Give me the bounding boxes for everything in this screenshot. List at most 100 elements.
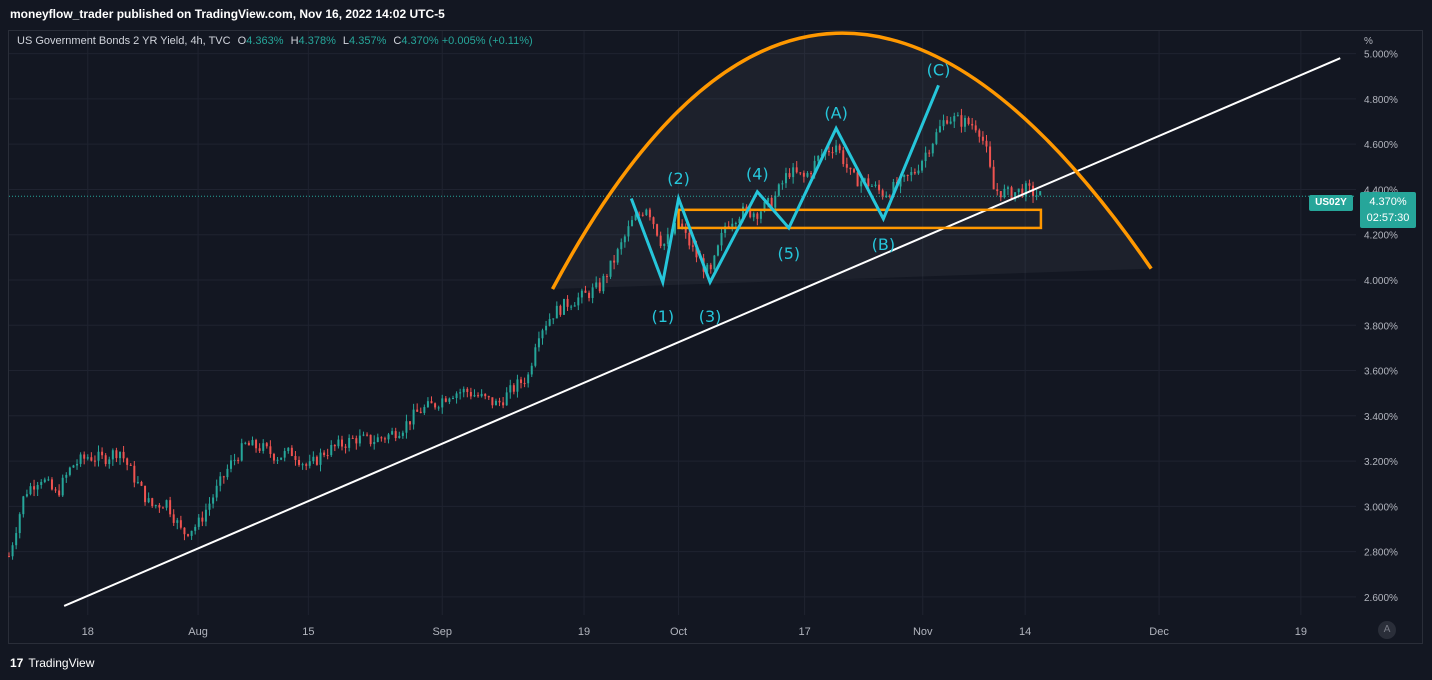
- candle-body: [906, 174, 909, 176]
- candle-body: [50, 479, 53, 490]
- candle-body: [530, 365, 533, 375]
- candle-body: [716, 245, 719, 256]
- candle-body: [416, 409, 419, 412]
- candle-body: [580, 290, 583, 298]
- candle-body: [76, 463, 79, 466]
- candle-body: [319, 452, 322, 465]
- candle-body: [767, 197, 770, 202]
- candle-body: [512, 385, 515, 392]
- candle-body: [190, 530, 193, 536]
- candle-body: [491, 397, 494, 406]
- candle-body: [183, 527, 186, 535]
- last-price-label: 4.370% 02:57:30: [1360, 192, 1416, 228]
- candle-body: [938, 126, 941, 133]
- candle-body: [351, 437, 354, 439]
- candle-body: [480, 393, 483, 397]
- candle-body: [111, 450, 114, 460]
- footer: 17 TradingView: [0, 648, 1432, 680]
- candle-body: [595, 282, 598, 288]
- candle-body: [634, 214, 637, 221]
- candle-body: [591, 287, 594, 298]
- candle-body: [502, 402, 505, 406]
- candle-body: [165, 500, 168, 508]
- candle-body: [469, 392, 472, 397]
- candle-body: [541, 330, 544, 339]
- candle-body: [151, 498, 154, 507]
- candle-body: [924, 152, 927, 162]
- candle-body: [11, 545, 14, 557]
- candle-body: [61, 477, 64, 496]
- candle-body: [376, 437, 379, 442]
- candle-body: [373, 441, 376, 445]
- candle-body: [330, 444, 333, 456]
- candle-body: [108, 459, 111, 465]
- candle-body: [562, 298, 565, 315]
- candle-body: [845, 164, 848, 168]
- x-tick-label: Dec: [1149, 626, 1169, 638]
- candle-body: [989, 146, 992, 167]
- candle-body: [301, 464, 304, 466]
- candle-body: [627, 226, 630, 237]
- wave-label: (2): [667, 169, 690, 188]
- candle-body: [126, 458, 129, 465]
- candle-body: [265, 443, 268, 447]
- wave-label: (B): [872, 235, 895, 254]
- candle-body: [405, 421, 408, 433]
- candle-body: [663, 243, 666, 246]
- candle-body: [691, 245, 694, 247]
- y-tick-label: 4.000%: [1364, 276, 1398, 287]
- candle-body: [290, 447, 293, 456]
- candle-body: [745, 206, 748, 209]
- wave-label: (3): [699, 307, 722, 326]
- candle-body: [172, 514, 175, 523]
- legend-symbol: US Government Bonds 2 YR Yield, 4h, TVC: [17, 35, 231, 47]
- candle-body: [287, 447, 290, 452]
- y-tick-label: 2.800%: [1364, 548, 1398, 559]
- candle-body: [412, 409, 415, 425]
- candle-body: [656, 224, 659, 236]
- candle-body: [545, 325, 548, 331]
- candle-body: [434, 403, 437, 408]
- legend-close: 4.370%: [401, 35, 439, 47]
- candle-body: [555, 305, 558, 319]
- y-tick-label: 4.800%: [1364, 95, 1398, 106]
- candle-body: [340, 439, 343, 447]
- candle-body: [47, 479, 50, 481]
- tradingview-logo[interactable]: 17 TradingView: [10, 656, 94, 670]
- candle-body: [731, 223, 734, 227]
- candle-body: [494, 400, 497, 406]
- candle-body: [799, 172, 802, 174]
- candle-body: [770, 197, 773, 208]
- candle-body: [426, 401, 429, 408]
- candle-body: [369, 434, 372, 445]
- candle-body: [262, 443, 265, 451]
- candle-body: [204, 509, 207, 522]
- candle-body: [197, 517, 200, 527]
- candle-body: [222, 476, 225, 478]
- x-tick-label: 19: [578, 626, 590, 638]
- auto-scale-button[interactable]: A: [1378, 621, 1396, 639]
- y-unit-label: %: [1364, 36, 1373, 47]
- candle-body: [269, 446, 272, 454]
- candle-body: [559, 305, 562, 315]
- candle-body: [842, 150, 845, 165]
- candle-body: [154, 505, 157, 507]
- candle-body: [956, 115, 959, 117]
- candle-body: [455, 393, 458, 399]
- candle-body: [366, 434, 369, 436]
- candle-body: [523, 383, 526, 385]
- candle-body: [695, 246, 698, 258]
- candle-body: [706, 264, 709, 272]
- candle-body: [212, 497, 215, 504]
- candle-body: [15, 533, 18, 546]
- candle-body: [312, 456, 315, 462]
- candle-body: [620, 242, 623, 250]
- legend-high: 4.378%: [298, 35, 336, 47]
- candle-body: [187, 534, 190, 536]
- candle-body: [520, 379, 523, 384]
- candle-body: [827, 150, 830, 153]
- candle-body: [462, 388, 465, 393]
- candle-body: [122, 451, 125, 459]
- tradingview-logo-icon: 17: [10, 656, 24, 670]
